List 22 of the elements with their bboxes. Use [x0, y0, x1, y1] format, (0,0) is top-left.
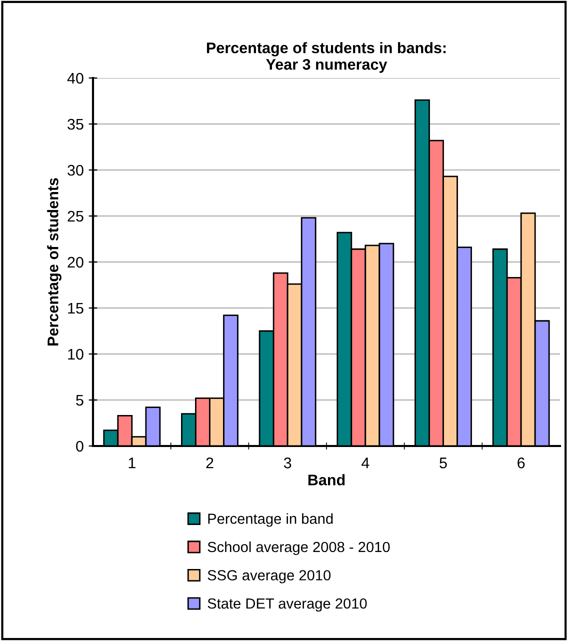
x-tick-label: 5 [440, 458, 447, 468]
y-tick-label: 10 [68, 348, 84, 360]
legend-label: State DET average 2010 [208, 598, 367, 612]
x-axis-title: Band [308, 474, 345, 486]
y-tick-label: 25 [68, 210, 84, 222]
x-tick-label: 4 [362, 458, 370, 468]
legend-label: SSG average 2010 [208, 570, 331, 584]
y-tick-label: 35 [68, 118, 84, 130]
x-tick-label: 3 [284, 458, 292, 468]
x-tick-label: 1 [128, 458, 136, 468]
y-tick-label: 15 [68, 303, 84, 314]
legend-label: School average 2008 - 2010 [208, 541, 390, 556]
x-tick-label: 2 [206, 458, 214, 468]
chart-title: Percentage of students in bands: Year 3 numeracy [206, 42, 446, 73]
y-axis-title: Percentage of students [47, 178, 62, 346]
y-tick-label: 30 [68, 164, 84, 176]
legend-label: Percentage in band [208, 513, 333, 527]
x-tick-label: 6 [518, 458, 525, 468]
y-tick-label: 40 [67, 72, 84, 84]
y-tick-label: 20 [68, 256, 84, 268]
y-tick-label: 0 [76, 440, 84, 452]
y-tick-label: 5 [76, 395, 84, 406]
